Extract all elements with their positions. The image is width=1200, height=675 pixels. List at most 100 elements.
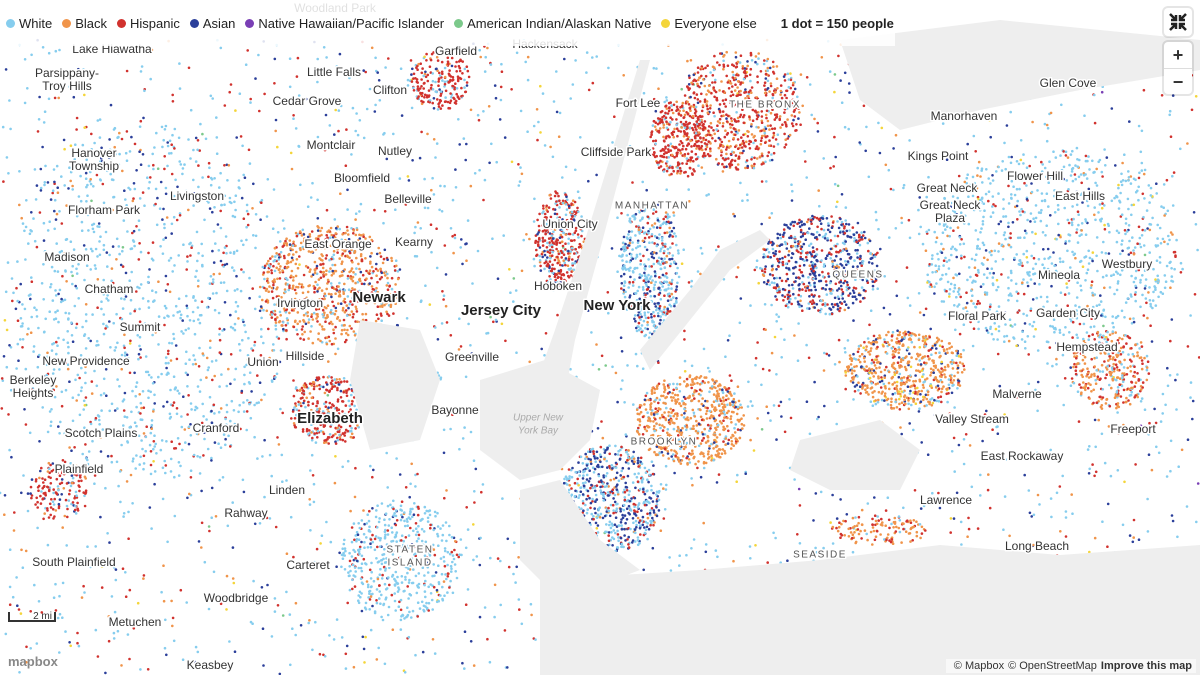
population-dot	[720, 140, 724, 144]
population-dot	[58, 651, 61, 654]
population-dot	[720, 154, 723, 157]
population-dot	[908, 236, 912, 240]
population-dot	[926, 453, 930, 457]
population-dot	[351, 106, 355, 110]
population-dot	[669, 233, 672, 237]
population-dot	[172, 639, 176, 643]
population-dot	[414, 225, 417, 229]
population-dot	[773, 335, 777, 339]
population-dot	[469, 184, 473, 188]
population-dot	[641, 226, 645, 229]
population-dot	[736, 138, 740, 141]
population-dot	[398, 293, 402, 296]
population-dot	[829, 257, 832, 260]
population-dot	[62, 138, 66, 142]
population-dot	[829, 166, 832, 170]
population-dot	[139, 668, 142, 671]
population-dot	[337, 109, 341, 112]
population-dot	[1168, 109, 1172, 113]
population-dot	[1061, 474, 1064, 478]
population-dot	[478, 563, 482, 567]
population-dot	[996, 352, 1000, 356]
population-dot	[645, 276, 649, 279]
population-dot	[587, 179, 590, 183]
population-dot	[449, 227, 453, 230]
population-dot	[177, 254, 180, 257]
population-dot	[1011, 221, 1015, 224]
population-dot	[840, 193, 844, 196]
population-dot	[208, 529, 211, 533]
population-dot	[691, 483, 694, 487]
population-dot	[816, 121, 819, 125]
population-dot	[332, 331, 336, 335]
population-dot	[1062, 177, 1065, 181]
population-dot	[472, 459, 476, 463]
population-dot	[937, 491, 940, 495]
population-dot	[643, 313, 647, 317]
population-dot	[283, 288, 287, 291]
population-dot	[323, 305, 326, 309]
population-dot	[386, 258, 389, 262]
population-dot	[167, 152, 171, 155]
population-dot	[718, 110, 722, 114]
population-dot	[1062, 403, 1065, 407]
population-dot	[1069, 384, 1073, 388]
population-dot	[659, 247, 663, 251]
population-dot	[338, 551, 341, 555]
population-dot	[772, 65, 775, 68]
population-dot	[843, 347, 847, 350]
population-dot	[665, 261, 668, 264]
population-dot	[678, 564, 681, 567]
population-dot	[18, 170, 21, 173]
population-dot	[977, 160, 981, 164]
population-dot	[801, 309, 804, 313]
population-dot	[778, 117, 781, 121]
population-dot	[561, 176, 564, 179]
population-dot	[696, 466, 699, 470]
population-dot	[721, 90, 725, 93]
population-dot	[836, 200, 839, 204]
population-dot	[1038, 503, 1041, 506]
population-dot	[1137, 538, 1141, 541]
population-dot	[657, 87, 660, 90]
population-dot	[746, 135, 750, 138]
population-dot	[792, 90, 795, 94]
population-dot	[750, 91, 753, 94]
population-dot	[785, 272, 789, 276]
population-dot	[348, 76, 351, 80]
population-dot	[963, 156, 966, 160]
population-dot	[376, 305, 380, 309]
population-dot	[854, 287, 858, 290]
population-dot	[343, 340, 347, 344]
population-dot	[252, 234, 255, 237]
population-dot	[645, 248, 649, 252]
population-dot	[587, 88, 591, 92]
population-dot	[656, 117, 660, 120]
population-dot	[285, 308, 289, 311]
population-dot	[634, 292, 638, 295]
population-dot	[3, 494, 7, 497]
population-dot	[717, 162, 720, 165]
population-dot	[856, 221, 860, 225]
population-dot	[200, 300, 204, 304]
population-dot	[163, 323, 166, 327]
population-dot	[83, 93, 86, 97]
population-dot	[454, 168, 457, 171]
population-dot	[642, 232, 646, 235]
population-dot	[61, 581, 65, 585]
population-dot	[476, 249, 480, 253]
population-dot	[360, 282, 364, 286]
population-dot	[1132, 536, 1135, 539]
population-dot	[1091, 251, 1095, 254]
population-dot	[652, 66, 656, 70]
population-dot	[751, 108, 755, 112]
population-dot	[336, 251, 339, 254]
population-dot	[472, 523, 475, 526]
population-dot	[862, 288, 866, 292]
population-dot	[750, 164, 754, 168]
population-dot	[459, 345, 463, 348]
population-dot	[690, 81, 693, 85]
population-dot	[214, 515, 218, 518]
population-dot	[464, 603, 468, 606]
population-dot	[365, 301, 368, 305]
